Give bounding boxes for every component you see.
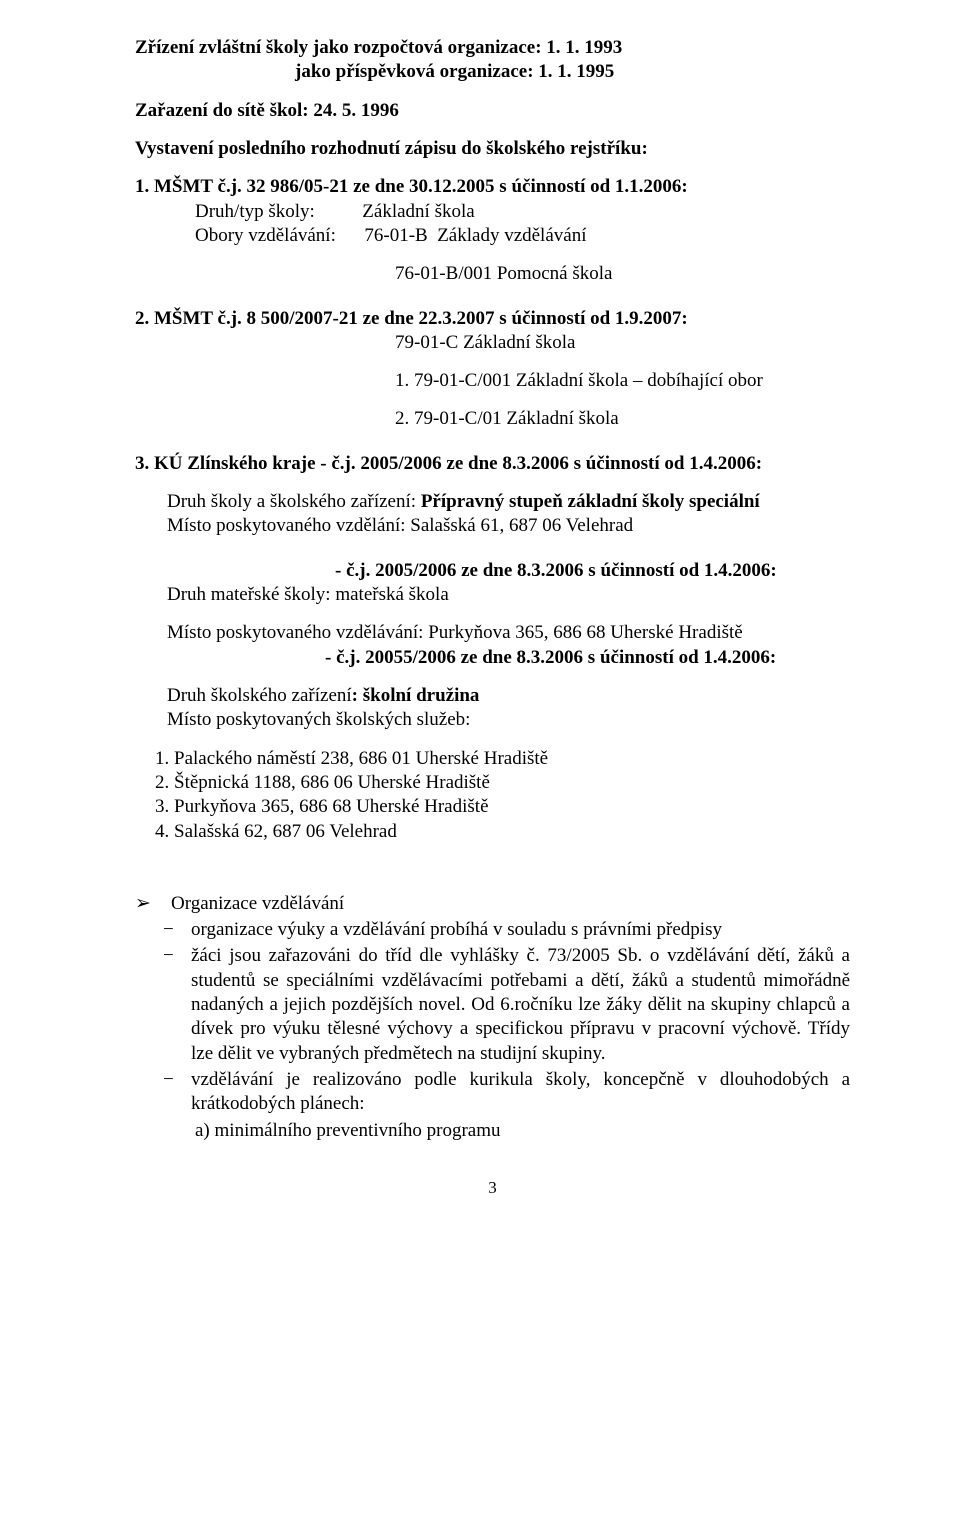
org-head-text: Organizace vzdělávání [171,892,344,916]
ku-p5: Druh školského zařízení: školní družina [135,684,850,708]
ku-sub2: - č.j. 20055/2006 ze dne 8.3.2006 s účin… [135,646,850,670]
dash-icon: − [135,944,191,968]
ku-p5a: Druh školského zařízení [167,685,352,706]
ku-p6: Místo poskytovaných školských služeb: [135,708,850,732]
ku-list-2: 2. Štěpnická 1188, 686 06 Uherské Hradiš… [135,771,850,795]
dash-icon: − [135,1068,191,1092]
ku-list-3: 3. Purkyňova 365, 686 68 Uherské Hradišt… [135,795,850,819]
ku-p1: Druh školy a školského zařízení: Příprav… [135,490,850,514]
dash-icon: − [135,918,191,942]
org-d3-text: vzdělávání je realizováno podle kurikula… [191,1068,850,1117]
ku-p2: Místo poskytovaného vzdělání: Salašská 6… [135,514,850,538]
msmt1-row3: 76-01-B/001 Pomocná škola [135,262,850,286]
ku-p4: Místo poskytovaného vzdělávání: Purkyňov… [135,621,850,645]
msmt2-row3: 2. 79-01-C/01 Základní škola [135,407,850,431]
org-d1: − organizace výuky a vzdělávání probíhá … [135,918,850,942]
org-d2: − žáci jsou zařazováni do tříd dle vyhlá… [135,944,850,1066]
ku-list-1: 1. Palackého náměstí 238, 686 01 Uherské… [135,747,850,771]
org-d3a: a) minimálního preventivního programu [135,1119,850,1143]
ku-head: 3. KÚ Zlínského kraje - č.j. 2005/2006 z… [135,452,850,476]
org-head: ➢ Organizace vzdělávání [135,892,850,916]
msmt1-row1: Druh/typ školy: Základní škola [135,200,850,224]
msmt2-row1: 79-01-C Základní škola [135,331,850,355]
ku-p5b: : školní družina [352,685,480,706]
msmt1-head: 1. MŠMT č.j. 32 986/05-21 ze dne 30.12.2… [135,175,850,199]
org-d3: − vzdělávání je realizováno podle kuriku… [135,1068,850,1117]
triangle-icon: ➢ [135,892,171,916]
ku-p3: Druh mateřské školy: mateřská škola [135,583,850,607]
ku-p1b: Přípravný stupeň základní školy speciáln… [421,491,760,512]
heading-registry: Vystavení posledního rozhodnutí zápisu d… [135,137,850,161]
heading-network: Zařazení do sítě škol: 24. 5. 1996 [135,99,850,123]
org-d2-text: žáci jsou zařazováni do tříd dle vyhlášk… [191,944,850,1066]
ku-list-4: 4. Salašská 62, 687 06 Velehrad [135,820,850,844]
msmt2-row2: 1. 79-01-C/001 Základní škola – dobíhají… [135,369,850,393]
page-number: 3 [135,1177,850,1199]
org-d1-text: organizace výuky a vzdělávání probíhá v … [191,918,850,942]
ku-sub1: - č.j. 2005/2006 ze dne 8.3.2006 s účinn… [135,559,850,583]
heading-establishment-1: Zřízení zvláštní školy jako rozpočtová o… [135,36,850,60]
msmt2-head: 2. MŠMT č.j. 8 500/2007-21 ze dne 22.3.2… [135,307,850,331]
msmt1-row2: Obory vzdělávání: 76-01-B Základy vzdělá… [135,224,850,248]
ku-p1a: Druh školy a školského zařízení: [167,491,421,512]
heading-establishment-2: jako příspěvková organizace: 1. 1. 1995 [135,60,850,84]
